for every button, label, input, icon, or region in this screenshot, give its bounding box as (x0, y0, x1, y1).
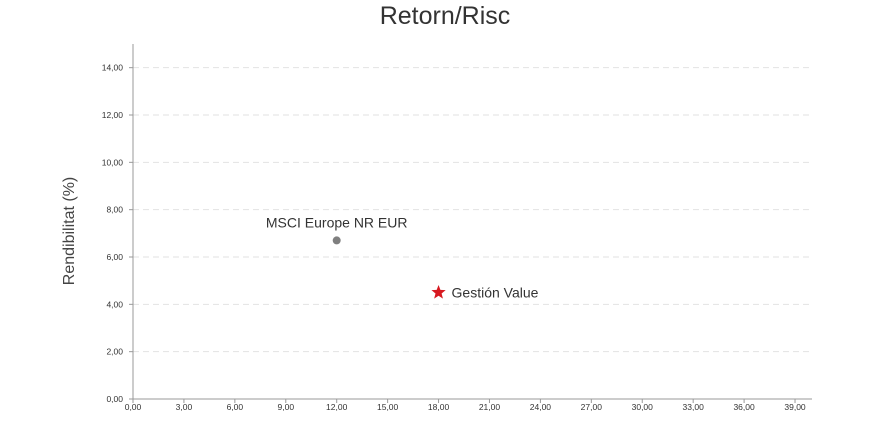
x-tick-label: 30,00 (632, 402, 654, 412)
x-tick-label: 33,00 (683, 402, 705, 412)
x-tick-label: 27,00 (581, 402, 603, 412)
y-tick-label: 14,00 (102, 63, 124, 73)
x-tick-label: 6,00 (227, 402, 244, 412)
x-tick-label: 36,00 (733, 402, 755, 412)
x-tick-label: 12,00 (326, 402, 348, 412)
x-ticks: 0,00 3,00 6,00 9,00 12,00 15,00 18,00 21,00 24,0… (125, 399, 806, 412)
y-tick-label: 8,00 (106, 205, 123, 215)
x-tick-label: 21,00 (479, 402, 501, 412)
grid (133, 67, 812, 353)
y-axis-label: Rendibilitat (%) (61, 177, 78, 285)
data-points: MSCI Europe NR EUR Gestión Value (266, 214, 539, 300)
data-point-star (431, 285, 446, 299)
y-tick-label: 2,00 (106, 347, 123, 357)
chart-title: Retorn/Risc (380, 2, 511, 30)
x-tick-label: 3,00 (176, 402, 193, 412)
y-tick-label: 4,00 (106, 299, 123, 309)
x-tick-label: 15,00 (377, 402, 399, 412)
x-tick-label: 9,00 (278, 402, 295, 412)
x-tick-label: 18,00 (428, 402, 450, 412)
y-tick-label: 6,00 (106, 252, 123, 262)
data-point-label: MSCI Europe NR EUR (266, 214, 408, 230)
y-ticks: 0,00 2,00 4,00 6,00 8,00 10,00 12,00 14,00 (102, 63, 133, 404)
x-tick-label: 0,00 (125, 402, 142, 412)
y-tick-label: 12,00 (102, 110, 124, 120)
y-tick-label: 0,00 (106, 394, 123, 404)
data-point-label: Gestión Value (452, 285, 539, 301)
x-tick-label: 24,00 (530, 402, 552, 412)
y-tick-label: 10,00 (102, 157, 124, 167)
data-point-circle (332, 236, 341, 245)
x-tick-label: 39,00 (784, 402, 806, 412)
